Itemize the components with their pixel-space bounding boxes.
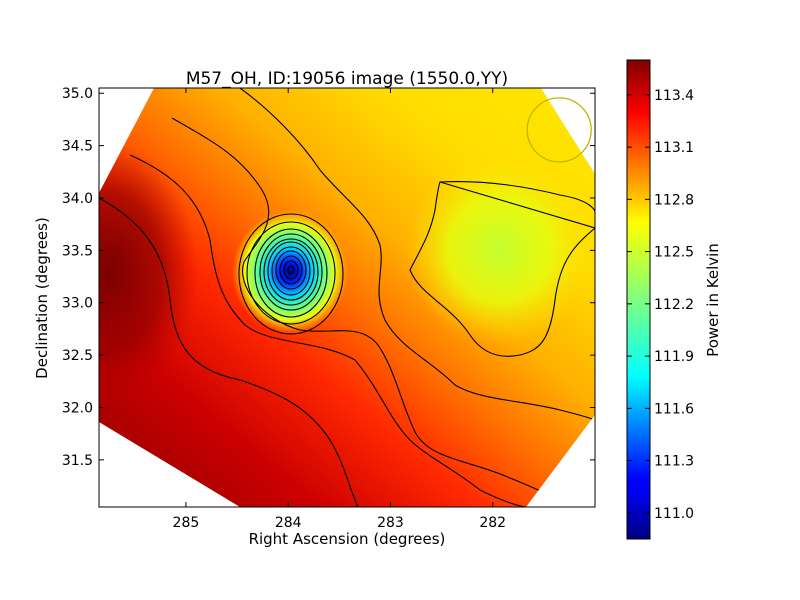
colorbar-tick-label: 112.8 [654,192,694,208]
x-tick-label: 282 [479,515,506,531]
y-tick-label: 35.0 [62,86,93,102]
colorbar-label: Power in Kelvin [704,243,722,357]
colorbar-tick-label: 113.4 [654,88,694,104]
colorbar-tick-label: 111.6 [654,401,694,417]
chart-title: M57_OH, ID:19056 image (1550.0,YY) [186,69,508,89]
plot-frame [98,87,596,508]
y-tick-label: 32.5 [62,348,93,364]
y-tick-label: 32.0 [62,400,93,416]
colorbar [626,59,651,540]
x-tick-label: 283 [377,515,404,531]
heatmap-high-region [99,142,198,402]
x-tick-label: 285 [173,515,200,531]
colorbar-tick-label: 112.2 [654,297,694,313]
y-tick-label: 33.5 [62,243,93,259]
y-tick-label: 34.5 [62,139,93,155]
colorbar-tick-label: 111.0 [654,506,694,522]
y-axis-label: Declination (degrees) [33,217,51,379]
y-tick-label: 33.0 [62,296,93,312]
axis-ticks: 285 284 283 282 31.5 32.0 32.5 33.0 33.5 34.0 34.5… [62,86,595,531]
heatmap-low-region [405,155,595,345]
colorbar-ticks: 111.0 111.3 111.6 111.9 112.2 112.5 112.8 113.1… [627,88,694,522]
heatmap-minimum-blob [232,210,348,334]
y-tick-label: 31.5 [62,453,93,469]
x-tick-label: 284 [275,515,302,531]
colorbar-tick-label: 113.1 [654,140,694,156]
beam-circle [526,97,592,163]
colorbar-tick-label: 112.5 [654,245,694,261]
x-axis-label: Right Ascension (degrees) [249,530,446,548]
colorbar-tick-label: 111.3 [654,454,694,470]
heatmap-area [99,88,595,507]
contour-lines [99,88,595,507]
colorbar-tick-label: 111.9 [654,349,694,365]
y-tick-label: 34.0 [62,191,93,207]
